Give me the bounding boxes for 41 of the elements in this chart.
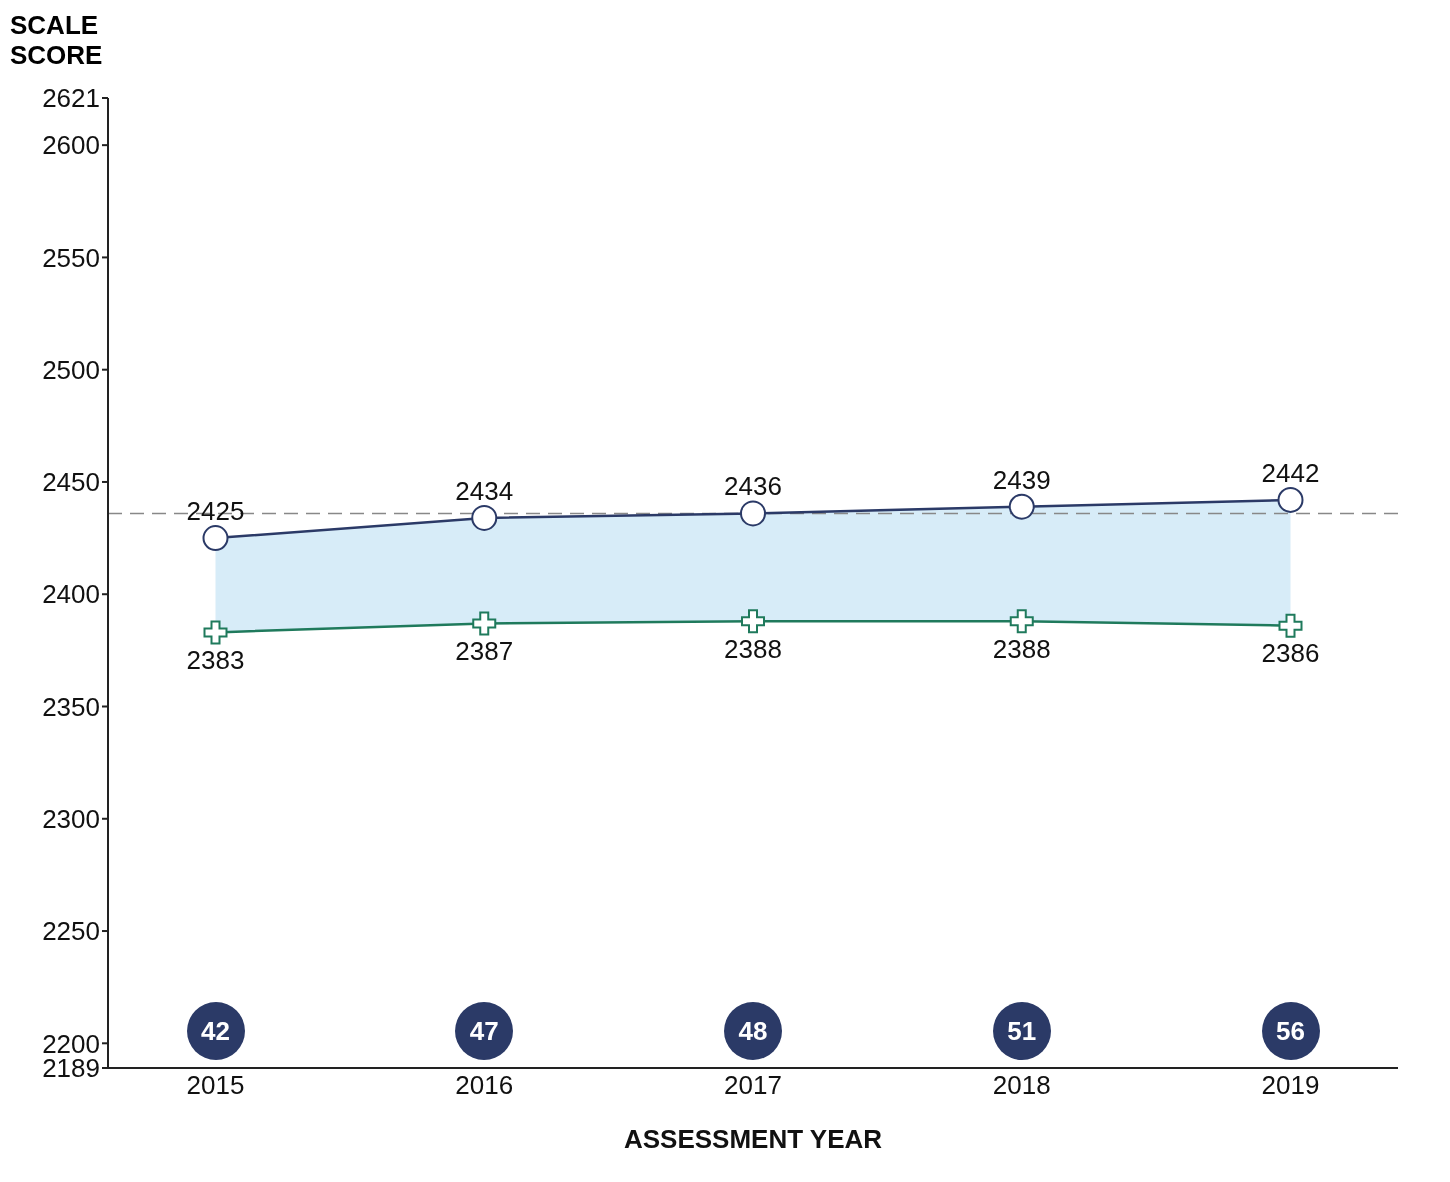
y-tick-label: 2600 <box>42 130 100 161</box>
y-tick-label: 2350 <box>42 691 100 722</box>
y-tick-label: 2450 <box>42 467 100 498</box>
data-label: 2386 <box>1261 638 1320 669</box>
data-label: 2388 <box>724 633 782 664</box>
data-label: 2387 <box>455 635 514 666</box>
point <box>471 504 498 531</box>
data-label: 2425 <box>186 496 245 527</box>
x-tick-label: 2019 <box>1261 1070 1320 1101</box>
data-label: 2436 <box>724 471 782 502</box>
data-label: 2439 <box>992 464 1051 495</box>
y-tick-label: 2250 <box>42 916 100 947</box>
x-tick-label: 2016 <box>455 1070 514 1101</box>
y-tick-label: 2621 <box>42 83 100 114</box>
y-tick-label: 2400 <box>42 579 100 610</box>
point <box>1009 609 1034 634</box>
data-label: 2434 <box>455 475 514 506</box>
data-label: 2442 <box>1261 457 1320 488</box>
x-tick-label: 2018 <box>992 1070 1051 1101</box>
y-axis-title: SCALE SCORE <box>10 10 104 70</box>
count-badge: 51 <box>992 1002 1051 1060</box>
point <box>740 500 766 527</box>
y-tick-label: 2500 <box>42 354 100 385</box>
point <box>202 525 229 552</box>
point <box>1277 486 1304 513</box>
data-label: 2388 <box>992 633 1051 664</box>
x-tick-label: 2015 <box>186 1070 245 1101</box>
x-axis-title: ASSESSMENT YEAR <box>623 1124 883 1154</box>
point <box>1278 613 1303 638</box>
point <box>472 611 497 636</box>
count-badge: 47 <box>455 1002 514 1060</box>
count-badge: 42 <box>186 1002 245 1060</box>
data-label: 2383 <box>186 644 245 675</box>
y-tick-label: 2300 <box>42 803 100 834</box>
x-tick-label: 2017 <box>724 1070 782 1101</box>
point <box>1008 493 1035 520</box>
y-tick-label: 2550 <box>42 242 100 273</box>
count-badge: 56 <box>1261 1002 1320 1060</box>
point <box>741 609 765 634</box>
point <box>203 620 228 645</box>
count-badge: 48 <box>724 1002 782 1060</box>
